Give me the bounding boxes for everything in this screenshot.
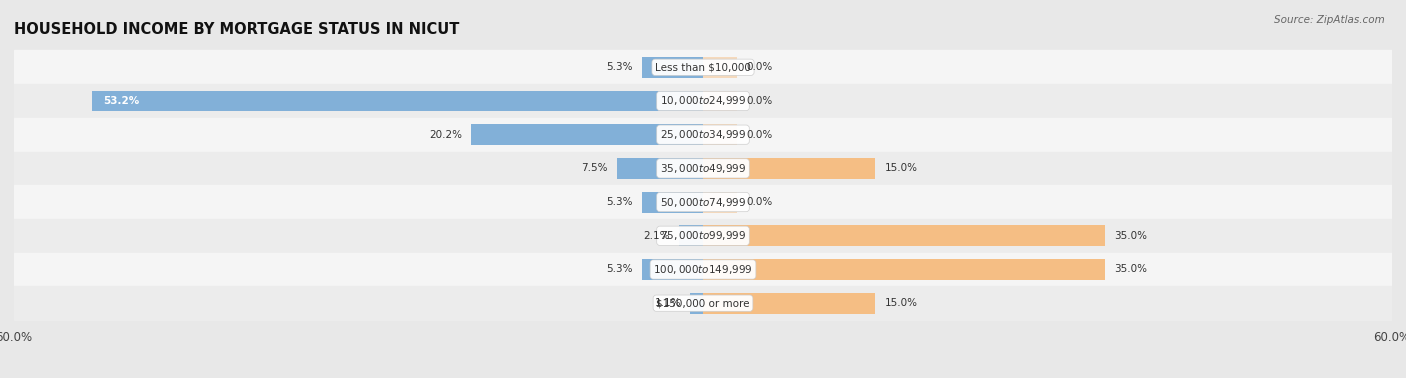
Bar xyxy=(690,293,703,314)
Bar xyxy=(14,118,1392,152)
Bar xyxy=(14,286,1392,320)
Bar xyxy=(703,158,875,179)
Bar xyxy=(703,259,1105,280)
Bar xyxy=(617,158,703,179)
Text: 15.0%: 15.0% xyxy=(884,298,918,308)
Text: 35.0%: 35.0% xyxy=(1114,265,1147,274)
Bar xyxy=(14,50,1392,84)
Text: 2.1%: 2.1% xyxy=(643,231,669,241)
Bar xyxy=(643,192,703,212)
Bar xyxy=(14,84,1392,118)
Text: 5.3%: 5.3% xyxy=(606,197,633,207)
Text: Source: ZipAtlas.com: Source: ZipAtlas.com xyxy=(1274,15,1385,25)
Bar xyxy=(679,225,703,246)
Bar xyxy=(643,259,703,280)
Text: $150,000 or more: $150,000 or more xyxy=(657,298,749,308)
Bar xyxy=(703,192,738,212)
Bar xyxy=(703,90,738,112)
Text: HOUSEHOLD INCOME BY MORTGAGE STATUS IN NICUT: HOUSEHOLD INCOME BY MORTGAGE STATUS IN N… xyxy=(14,22,460,37)
Text: $100,000 to $149,999: $100,000 to $149,999 xyxy=(654,263,752,276)
Text: 20.2%: 20.2% xyxy=(429,130,461,139)
Text: Less than $10,000: Less than $10,000 xyxy=(655,62,751,72)
Text: 7.5%: 7.5% xyxy=(581,163,607,174)
Bar xyxy=(643,57,703,78)
Text: 5.3%: 5.3% xyxy=(606,62,633,72)
Bar xyxy=(471,124,703,145)
Bar xyxy=(703,124,738,145)
Text: $35,000 to $49,999: $35,000 to $49,999 xyxy=(659,162,747,175)
Text: $10,000 to $24,999: $10,000 to $24,999 xyxy=(659,94,747,107)
Bar xyxy=(93,90,703,112)
Bar xyxy=(703,225,1105,246)
Bar xyxy=(703,57,738,78)
Text: 15.0%: 15.0% xyxy=(884,163,918,174)
Bar xyxy=(14,219,1392,253)
Text: 53.2%: 53.2% xyxy=(104,96,139,106)
Text: 1.1%: 1.1% xyxy=(655,298,681,308)
Text: 5.3%: 5.3% xyxy=(606,265,633,274)
Text: 0.0%: 0.0% xyxy=(747,96,773,106)
Bar xyxy=(14,253,1392,286)
Bar xyxy=(703,293,875,314)
Text: $75,000 to $99,999: $75,000 to $99,999 xyxy=(659,229,747,242)
Bar xyxy=(14,185,1392,219)
Text: 35.0%: 35.0% xyxy=(1114,231,1147,241)
Text: $25,000 to $34,999: $25,000 to $34,999 xyxy=(659,128,747,141)
Text: 0.0%: 0.0% xyxy=(747,197,773,207)
Text: 0.0%: 0.0% xyxy=(747,130,773,139)
Bar xyxy=(14,152,1392,185)
Text: $50,000 to $74,999: $50,000 to $74,999 xyxy=(659,195,747,209)
Text: 0.0%: 0.0% xyxy=(747,62,773,72)
Legend: Without Mortgage, With Mortgage: Without Mortgage, With Mortgage xyxy=(572,375,834,378)
